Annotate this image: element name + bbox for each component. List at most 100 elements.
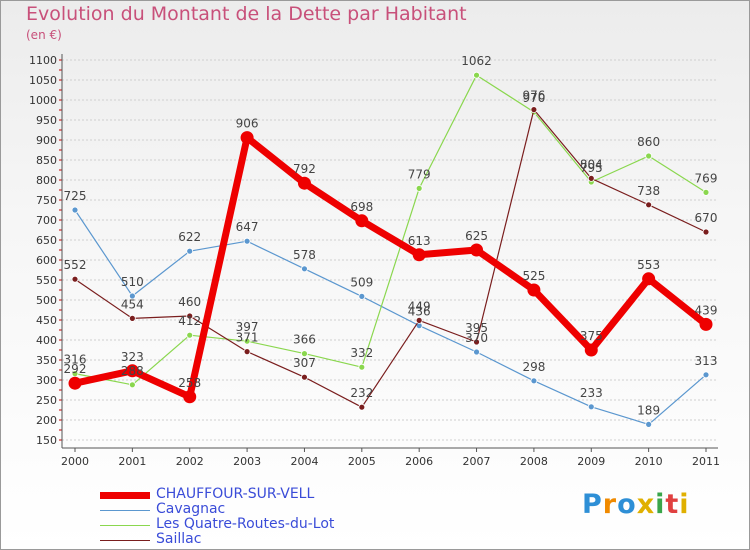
legend-label: Saillac xyxy=(156,531,202,547)
x-tick-label: 2007 xyxy=(463,455,491,468)
y-tick-label: 900 xyxy=(36,134,57,147)
logo-letter: o xyxy=(617,489,637,520)
data-label: 1062 xyxy=(461,54,492,68)
data-label: 323 xyxy=(121,350,144,364)
data-point xyxy=(702,188,710,196)
legend-label: CHAUFFOUR-SUR-VELL xyxy=(156,486,315,502)
y-tick-label: 1000 xyxy=(29,94,57,107)
data-label: 292 xyxy=(64,362,87,376)
data-point xyxy=(355,214,369,228)
y-tick-label: 650 xyxy=(36,234,57,247)
data-label: 698 xyxy=(350,200,373,214)
legend-swatch xyxy=(100,510,150,511)
legend-swatch xyxy=(100,540,150,541)
x-tick-label: 2008 xyxy=(520,455,548,468)
data-label: 970 xyxy=(522,91,545,105)
x-tick-label: 2009 xyxy=(577,455,605,468)
data-point xyxy=(243,348,251,356)
data-label: 510 xyxy=(121,275,144,289)
data-point xyxy=(186,312,194,320)
data-point xyxy=(358,292,366,300)
data-label: 460 xyxy=(178,295,201,309)
y-tick-label: 600 xyxy=(36,254,57,267)
y-tick-label: 700 xyxy=(36,214,57,227)
chart-unit-label: (en €) xyxy=(26,28,62,42)
data-point xyxy=(473,71,480,79)
data-point xyxy=(530,106,538,113)
data-point xyxy=(702,371,710,379)
x-tick-label: 2002 xyxy=(176,455,204,468)
data-point xyxy=(412,248,426,262)
data-label: 647 xyxy=(236,220,259,234)
data-point xyxy=(71,275,79,283)
x-tick-label: 2004 xyxy=(290,455,318,468)
data-label: 860 xyxy=(637,135,660,149)
data-label: 976 xyxy=(522,89,545,103)
x-tick-label: 2003 xyxy=(233,455,261,468)
data-labels: 7255106226475785094363702982331893133162… xyxy=(64,54,718,417)
data-point xyxy=(71,370,79,378)
data-label: 578 xyxy=(293,248,316,262)
data-point xyxy=(699,317,713,331)
x-tick-label: 2011 xyxy=(692,455,720,468)
data-point xyxy=(358,363,366,371)
data-label: 232 xyxy=(350,386,373,400)
y-tick-label: 250 xyxy=(36,394,57,407)
data-label: 738 xyxy=(637,184,660,198)
logo-letter: x xyxy=(636,489,656,520)
data-point xyxy=(642,272,656,286)
y-tick-label: 400 xyxy=(36,334,57,347)
data-label: 313 xyxy=(695,354,718,368)
data-point xyxy=(645,201,653,209)
data-point xyxy=(301,265,308,273)
data-label: 370 xyxy=(465,331,488,345)
x-tick-label: 2010 xyxy=(635,455,663,468)
data-point xyxy=(183,390,197,404)
y-tick-label: 1050 xyxy=(29,74,57,87)
data-label: 769 xyxy=(695,171,718,185)
proxiti-logo: Proxiti xyxy=(582,489,690,520)
y-tick-label: 350 xyxy=(36,354,57,367)
data-point xyxy=(702,228,710,236)
data-label: 298 xyxy=(522,360,545,374)
series-line xyxy=(71,134,710,401)
data-label: 792 xyxy=(293,162,316,176)
data-label: 509 xyxy=(350,275,373,289)
data-point xyxy=(243,237,251,245)
y-tick-label: 450 xyxy=(36,314,57,327)
data-label: 371 xyxy=(236,331,259,345)
data-label: 439 xyxy=(695,303,718,317)
x-tick-label: 2001 xyxy=(118,455,146,468)
data-point xyxy=(71,206,79,214)
data-label: 233 xyxy=(580,386,603,400)
data-point xyxy=(128,381,136,389)
data-point xyxy=(128,314,136,322)
chart-title: Evolution du Montant de la Dette par Hab… xyxy=(26,3,467,25)
logo-letter: r xyxy=(602,489,618,520)
data-label: 725 xyxy=(64,189,87,203)
data-label: 670 xyxy=(695,211,718,225)
x-tick-label: 2006 xyxy=(405,455,433,468)
y-tick-label: 500 xyxy=(36,294,57,307)
data-label: 436 xyxy=(408,305,431,319)
data-label: 189 xyxy=(637,403,660,417)
y-tick-label: 950 xyxy=(36,114,57,127)
data-point xyxy=(301,350,308,358)
data-point xyxy=(125,364,139,378)
y-tick-label: 200 xyxy=(36,414,57,427)
data-point xyxy=(470,243,484,257)
y-tick-label: 850 xyxy=(36,154,57,167)
data-label: 307 xyxy=(293,356,316,370)
data-point xyxy=(584,343,598,357)
data-label: 397 xyxy=(236,320,259,334)
x-tick-label: 2005 xyxy=(348,455,376,468)
data-point xyxy=(240,131,254,145)
legend-swatch xyxy=(100,525,150,526)
data-label: 449 xyxy=(408,299,431,313)
data-label: 366 xyxy=(293,333,316,347)
data-point xyxy=(68,376,82,390)
data-label: 258 xyxy=(178,376,201,390)
data-point xyxy=(473,338,480,346)
legend-label: Les Quatre-Routes-du-Lot xyxy=(156,516,335,532)
